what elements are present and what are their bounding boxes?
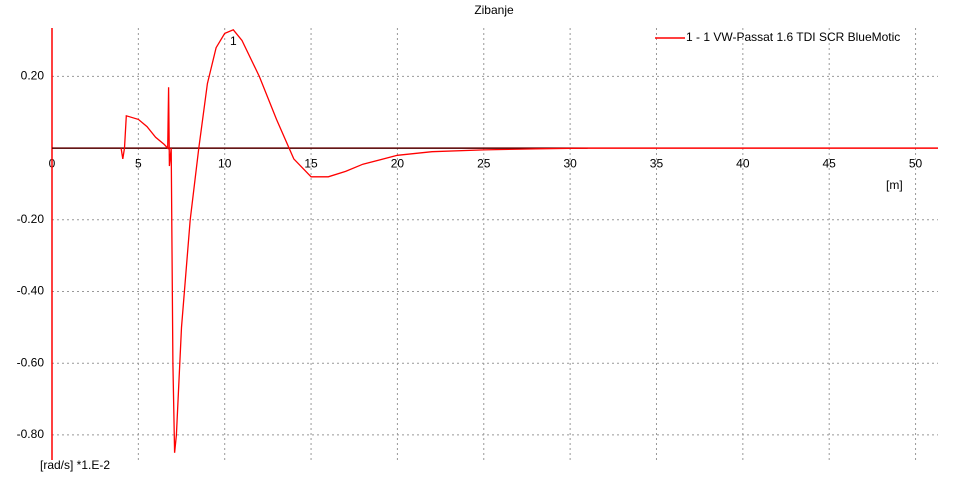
- chart-title: Zibanje: [474, 3, 514, 17]
- x-tick-label: 50: [909, 156, 923, 170]
- x-tick-label: 15: [304, 156, 318, 170]
- y-tick-label: -0.20: [17, 212, 45, 226]
- x-tick-label: 45: [823, 156, 837, 170]
- x-tick-label: 40: [736, 156, 750, 170]
- y-tick-label: -0.40: [17, 284, 45, 298]
- annotation: 1: [230, 34, 237, 48]
- y-tick-label: -0.60: [17, 355, 45, 369]
- x-tick-label: 5: [135, 156, 142, 170]
- x-tick-label: 35: [650, 156, 664, 170]
- y-axis-label: [rad/s] *1.E-2: [40, 458, 110, 472]
- legend-label: 1 - 1 VW-Passat 1.6 TDI SCR BlueMotic: [686, 30, 900, 44]
- x-tick-label: 10: [218, 156, 232, 170]
- y-tick-label: 0.20: [21, 69, 45, 83]
- x-axis-label: [m]: [886, 178, 903, 192]
- x-tick-label: 30: [563, 156, 577, 170]
- y-tick-label: -0.80: [17, 427, 45, 441]
- x-tick-label: 25: [477, 156, 491, 170]
- series-line: [120, 29, 588, 453]
- x-tick-label: 20: [391, 156, 405, 170]
